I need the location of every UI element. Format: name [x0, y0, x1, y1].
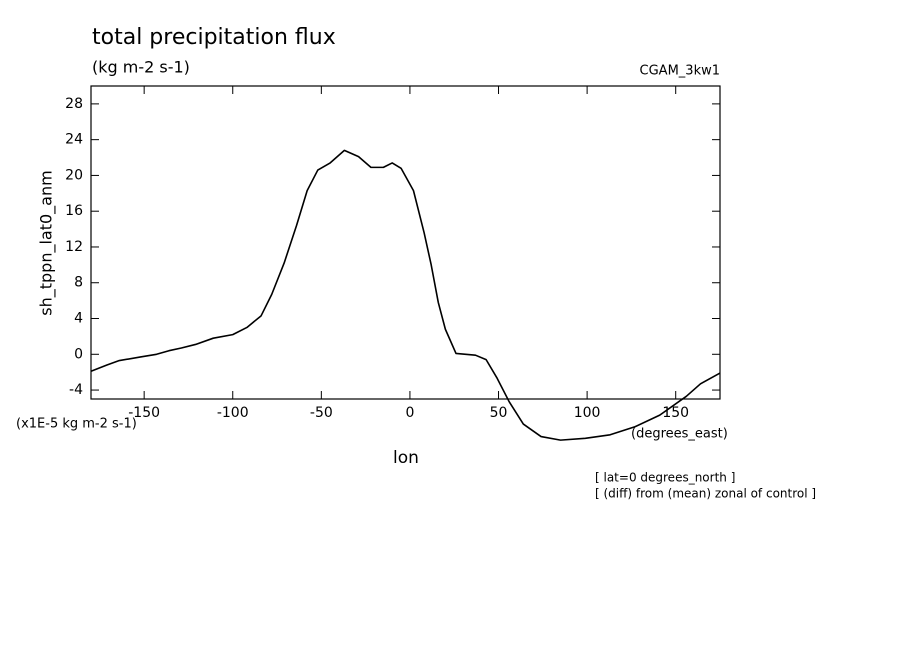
y-tick-label: 20	[65, 167, 83, 183]
x-tick-label: -150	[128, 405, 160, 421]
subtitle: (kg m-2 s-1)	[92, 58, 190, 77]
x-tick-label: -50	[310, 405, 333, 421]
y-units: (x1E-5 kg m-2 s-1)	[16, 417, 137, 432]
x-tick-label: 100	[574, 405, 601, 421]
x-tick-label: 150	[662, 405, 689, 421]
x-axis-label: lon	[393, 448, 419, 468]
x-units: (degrees_east)	[631, 427, 728, 442]
y-tick-label: 0	[74, 346, 83, 362]
y-tick-label: 4	[74, 311, 83, 327]
plot-frame	[90, 85, 721, 400]
y-tick-label: 8	[74, 275, 83, 291]
y-tick-label: -4	[69, 382, 83, 398]
y-tick-label: 12	[65, 239, 83, 255]
y-tick-label: 28	[65, 96, 83, 112]
x-tick-label: 50	[490, 405, 508, 421]
y-axis-label: sh_tppn_lat0_anm	[37, 170, 57, 315]
x-tick-label: -100	[217, 405, 249, 421]
dataset-label: CGAM_3kw1	[640, 64, 720, 79]
x-tick-label: 0	[405, 405, 414, 421]
y-tick-label: 24	[65, 132, 83, 148]
note: [ (diff) from (mean) zonal of control ]	[595, 487, 816, 501]
y-tick-label: 16	[65, 203, 83, 219]
note: [ lat=0 degrees_north ]	[595, 471, 735, 485]
chart-title: total precipitation flux	[92, 25, 336, 50]
line	[90, 149, 721, 441]
